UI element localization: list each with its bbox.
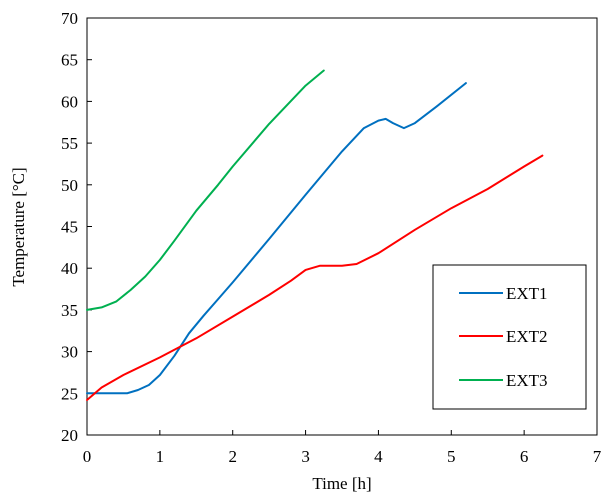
legend-label-ext2: EXT2: [506, 327, 548, 346]
x-axis-title: Time [h]: [312, 474, 371, 493]
x-tick-label: 3: [301, 447, 310, 466]
series-line-ext3: [86, 69, 325, 311]
x-axis-ticks: 0 1 2 3 4 5 6 7: [83, 430, 602, 466]
x-tick-label: 2: [228, 447, 237, 466]
y-tick-label: 60: [61, 92, 78, 111]
y-tick-label: 30: [61, 343, 78, 362]
y-tick-label: 25: [61, 384, 78, 403]
y-axis-ticks: 20 25 30 35 40 45 50 55 60 65 70: [61, 9, 92, 445]
legend-box: [432, 264, 587, 410]
y-tick-label: 20: [61, 426, 78, 445]
x-tick-label: 7: [593, 447, 602, 466]
y-tick-label: 35: [61, 301, 78, 320]
x-tick-label: 0: [83, 447, 92, 466]
y-tick-label: 45: [61, 218, 78, 237]
x-tick-label: 1: [156, 447, 165, 466]
y-tick-label: 65: [61, 51, 78, 70]
y-axis-title: Temperature [°C]: [9, 167, 28, 286]
series-group: [86, 69, 544, 401]
x-tick-label: 6: [520, 447, 529, 466]
x-tick-label: 4: [374, 447, 383, 466]
legend-label-ext3: EXT3: [506, 371, 548, 390]
series-line-ext1: [86, 82, 467, 395]
y-tick-label: 40: [61, 259, 78, 278]
series-line-ext2: [86, 154, 544, 401]
y-tick-label: 55: [61, 134, 78, 153]
legend: EXT1 EXT2 EXT3: [432, 264, 587, 410]
legend-items: EXT1 EXT2 EXT3: [459, 284, 548, 390]
legend-label-ext1: EXT1: [506, 284, 548, 303]
y-tick-label: 70: [61, 9, 78, 28]
x-tick-label: 5: [447, 447, 456, 466]
y-tick-label: 50: [61, 176, 78, 195]
